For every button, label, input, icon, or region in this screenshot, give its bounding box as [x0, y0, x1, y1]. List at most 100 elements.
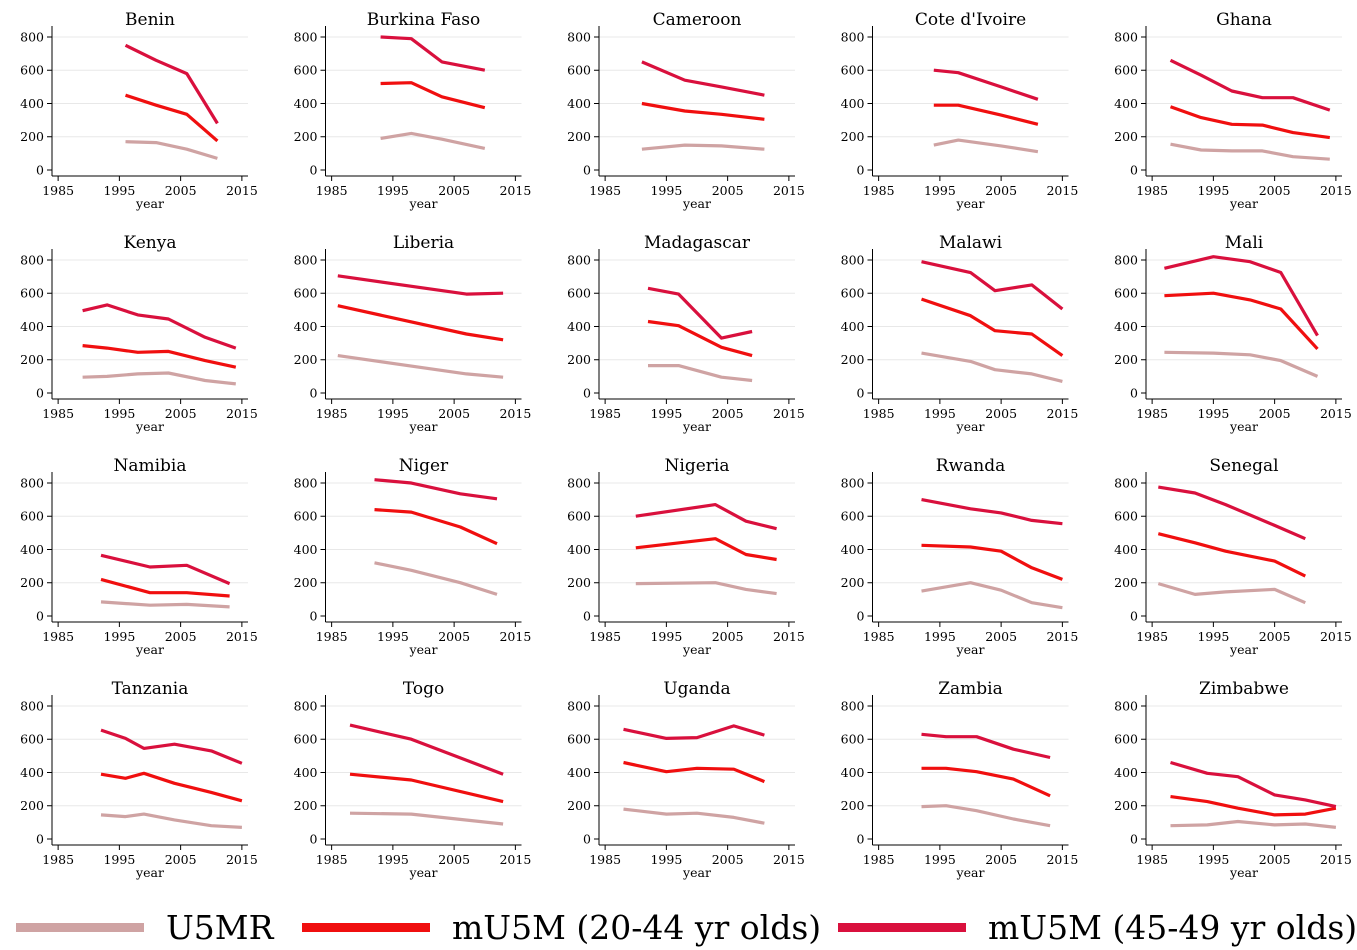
series-line-mu5m-20-44	[920, 297, 1064, 357]
x-tick-label: 2015	[1320, 183, 1352, 198]
y-tick-label: 600	[294, 732, 318, 747]
y-tick-label: 800	[567, 475, 591, 490]
y-tick-label: 400	[567, 319, 591, 334]
panel-title: Liberia	[393, 233, 454, 253]
x-tick-label: 1995	[924, 852, 956, 867]
x-axis-label: year	[956, 642, 985, 657]
x-tick-label: 2005	[1259, 852, 1291, 867]
panel-malawi: Malawi 0 200 400 600 800 1985 1995 2005 2015 year	[841, 233, 1079, 434]
x-tick-label: 2015	[1046, 183, 1078, 198]
legend-label-mu5m-45-49: mU5M (45-49 yr olds)	[988, 908, 1357, 947]
y-tick-label: 0	[857, 386, 865, 401]
series-line-mu5m-45-49	[374, 478, 498, 501]
x-tick-label: 1995	[1197, 406, 1229, 421]
x-tick-label: 1995	[924, 406, 956, 421]
x-tick-label: 2015	[499, 183, 531, 198]
y-tick-label: 400	[841, 542, 865, 557]
y-tick-label: 0	[36, 163, 44, 178]
series-line-mu5m-45-49	[921, 260, 1064, 311]
y-tick-label: 800	[841, 475, 865, 490]
x-tick-label: 1985	[316, 406, 348, 421]
x-tick-label: 1995	[377, 406, 409, 421]
series-line-u5mr	[100, 812, 242, 829]
y-tick-label: 600	[20, 63, 44, 78]
x-axis-label: year	[1229, 865, 1258, 880]
y-tick-label: 800	[567, 252, 591, 267]
panel-kenya: Kenya 0 200 400 600 800 1985 1995 2005 2015 year	[20, 233, 258, 434]
series-line-u5mr	[82, 371, 236, 386]
y-tick-label: 800	[20, 698, 44, 713]
x-tick-label: 2005	[985, 406, 1017, 421]
x-tick-label: 2015	[1046, 629, 1078, 644]
x-tick-label: 2015	[226, 183, 258, 198]
y-tick-label: 200	[294, 352, 318, 367]
y-tick-label: 200	[841, 798, 865, 813]
x-tick-label: 2015	[1046, 852, 1078, 867]
panel-title: Uganda	[663, 679, 730, 699]
y-tick-label: 400	[294, 765, 318, 780]
y-tick-label: 200	[20, 798, 44, 813]
series-line-u5mr	[641, 143, 765, 151]
y-tick-label: 600	[20, 509, 44, 524]
legend-swatch-u5mr	[16, 923, 144, 932]
x-tick-label: 1995	[1197, 852, 1229, 867]
panel-niger: Niger 0 200 400 600 800 1985 1995 2005 2015 year	[294, 456, 532, 657]
y-tick-label: 400	[1114, 96, 1138, 111]
series-line-mu5m-45-49	[100, 553, 231, 586]
x-tick-label: 2015	[1320, 852, 1352, 867]
x-tick-label: 1985	[589, 183, 621, 198]
panel-title: Zimbabwe	[1199, 679, 1289, 699]
x-tick-label: 2015	[773, 406, 805, 421]
series-line-mu5m-20-44	[337, 304, 504, 342]
x-tick-label: 2005	[165, 406, 197, 421]
y-tick-label: 200	[1114, 575, 1138, 590]
series-line-mu5m-45-49	[921, 732, 1051, 760]
x-tick-label: 1985	[42, 406, 74, 421]
series-line-mu5m-45-49	[82, 303, 237, 350]
x-axis-label: year	[682, 419, 711, 434]
y-tick-label: 800	[1114, 698, 1138, 713]
y-tick-label: 600	[567, 286, 591, 301]
series-line-mu5m-45-49	[349, 723, 504, 776]
x-tick-label: 2005	[1259, 629, 1291, 644]
series-line-mu5m-20-44	[125, 93, 219, 143]
panel-zimbabwe: Zimbabwe 0 200 400 600 800 1985 1995 2005 2015 yea…	[1114, 679, 1352, 880]
series-line-u5mr	[933, 138, 1039, 154]
y-tick-label: 600	[1114, 63, 1138, 78]
y-tick-label: 0	[583, 386, 591, 401]
x-tick-label: 1995	[1197, 629, 1229, 644]
y-tick-label: 400	[841, 96, 865, 111]
y-tick-label: 800	[294, 29, 318, 44]
x-axis-label: year	[409, 419, 438, 434]
panel-burkina-faso: Burkina Faso 0 200 400 600 800 1985 1995 2005 201…	[294, 10, 532, 211]
y-tick-label: 200	[1114, 352, 1138, 367]
y-tick-label: 0	[310, 386, 318, 401]
series-line-u5mr	[1164, 350, 1319, 378]
x-tick-label: 2005	[165, 852, 197, 867]
x-axis-label: year	[135, 642, 164, 657]
panel-title: Senegal	[1209, 456, 1278, 476]
panel-title: Namibia	[113, 456, 186, 476]
y-tick-label: 0	[583, 163, 591, 178]
y-tick-label: 400	[20, 542, 44, 557]
panel-title: Ghana	[1216, 10, 1272, 30]
series-line-mu5m-20-44	[374, 508, 498, 546]
y-tick-label: 0	[310, 163, 318, 178]
x-axis-label: year	[409, 196, 438, 211]
y-tick-label: 400	[20, 319, 44, 334]
x-tick-label: 2015	[499, 406, 531, 421]
panel-title: Benin	[125, 10, 175, 30]
y-tick-label: 800	[294, 475, 318, 490]
panel-rwanda: Rwanda 0 200 400 600 800 1985 1995 2005 2015 year	[841, 456, 1079, 657]
x-axis-label: year	[682, 865, 711, 880]
x-tick-label: 1985	[1136, 406, 1168, 421]
y-tick-label: 400	[567, 542, 591, 557]
panel-senegal: Senegal 0 200 400 600 800 1985 1995 2005 2015 year	[1114, 456, 1352, 657]
series-line-u5mr	[337, 354, 504, 379]
y-tick-label: 0	[36, 609, 44, 624]
series-line-mu5m-20-44	[635, 537, 777, 562]
series-line-u5mr	[100, 600, 230, 609]
series-line-mu5m-20-44	[623, 760, 766, 784]
series-line-mu5m-20-44	[100, 577, 230, 598]
x-tick-label: 1985	[1136, 183, 1168, 198]
